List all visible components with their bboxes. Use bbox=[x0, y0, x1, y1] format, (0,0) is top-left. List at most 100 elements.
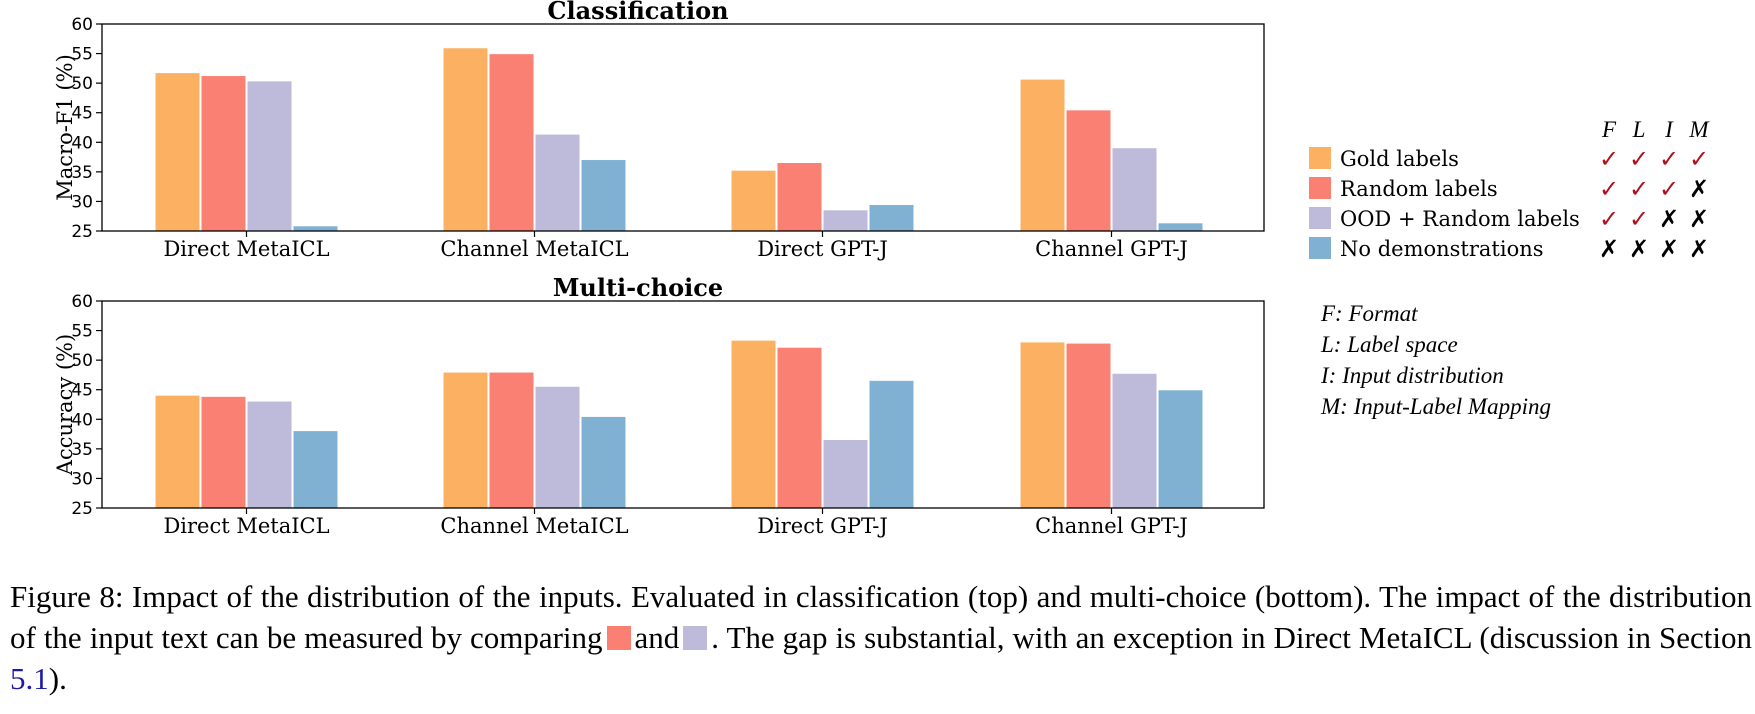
y-tick-label-2-8: 60 bbox=[71, 292, 93, 312]
legend-swatch-4 bbox=[1309, 237, 1331, 259]
check-icon: ✓ bbox=[1659, 145, 1679, 173]
check-icon: ✓ bbox=[1629, 175, 1649, 203]
check-icon: ✓ bbox=[1689, 145, 1709, 173]
y-tick-label-1-6: 50 bbox=[71, 74, 93, 94]
check-icon: ✓ bbox=[1659, 175, 1679, 203]
bar-1-2-1 bbox=[443, 48, 488, 232]
legend-swatch-1 bbox=[1309, 147, 1331, 169]
check-icon: ✓ bbox=[1629, 205, 1649, 233]
y-axis-label-2: Accuracy (%) bbox=[53, 334, 77, 476]
bar-2-4-3 bbox=[1112, 373, 1157, 508]
bar-1-4-1 bbox=[1020, 79, 1065, 231]
bar-2-4-2 bbox=[1066, 343, 1111, 508]
figure-caption: Figure 8: Impact of the distribution of … bbox=[10, 576, 1752, 699]
key-line-2: L: Label space bbox=[1320, 332, 1458, 357]
section-link[interactable]: 5.1 bbox=[10, 661, 49, 696]
bar-2-2-2 bbox=[489, 372, 534, 508]
bar-2-3-1 bbox=[731, 340, 776, 508]
cross-icon: ✗ bbox=[1689, 235, 1709, 263]
legend-header-i: I bbox=[1664, 117, 1674, 142]
caption-text-3: . The gap is substantial, with an except… bbox=[711, 620, 1752, 655]
legend-label-2: Random labels bbox=[1340, 177, 1498, 201]
y-tick-label-1-5: 45 bbox=[71, 104, 93, 124]
bar-2-2-3 bbox=[535, 386, 580, 508]
legend-swatch-3 bbox=[1309, 207, 1331, 229]
caption-swatch-ood bbox=[683, 626, 708, 650]
bar-2-3-2 bbox=[777, 347, 822, 508]
caption-text-4: ). bbox=[48, 661, 67, 696]
bar-1-3-4 bbox=[869, 204, 914, 231]
legend-label-3: OOD + Random labels bbox=[1340, 207, 1580, 231]
check-icon: ✓ bbox=[1599, 205, 1619, 233]
y-tick-label-1-4: 40 bbox=[71, 133, 93, 153]
legend-header-m: M bbox=[1688, 117, 1710, 142]
check-icon: ✓ bbox=[1599, 145, 1619, 173]
bar-1-2-3 bbox=[535, 134, 580, 231]
cross-icon: ✗ bbox=[1659, 205, 1679, 233]
cross-icon: ✗ bbox=[1629, 235, 1649, 263]
bar-1-1-3 bbox=[247, 81, 292, 232]
cross-icon: ✗ bbox=[1689, 205, 1709, 233]
legend-label-1: Gold labels bbox=[1340, 147, 1459, 171]
plot-frame-2 bbox=[101, 300, 1265, 509]
key-line-3: I: Input distribution bbox=[1320, 363, 1504, 388]
bar-2-4-1 bbox=[1020, 342, 1065, 508]
bar-2-1-4 bbox=[293, 431, 338, 508]
bar-1-2-4 bbox=[581, 160, 626, 231]
bar-2-2-4 bbox=[581, 416, 626, 508]
y-axis-label-1: Macro-F1 (%) bbox=[53, 54, 77, 201]
chart-panels: Direct MetaICL Channel MetaICL Direct GPT-… bbox=[53, 0, 1265, 538]
y-tick-label-1-3: 35 bbox=[71, 163, 93, 183]
legend-swatch-2 bbox=[1309, 177, 1331, 199]
bar-2-1-2 bbox=[201, 396, 246, 508]
y-tick-label-2-7: 55 bbox=[71, 322, 93, 342]
legend-header-f: F bbox=[1601, 117, 1617, 142]
y-tick-label-2-2: 30 bbox=[71, 469, 93, 489]
bar-1-4-2 bbox=[1066, 110, 1111, 231]
y-tick-label-2-3: 35 bbox=[71, 440, 93, 460]
bar-2-1-3 bbox=[247, 401, 292, 508]
bar-1-1-4 bbox=[293, 226, 338, 231]
x-tick-label-2-2: Channel MetaICL bbox=[440, 514, 628, 538]
chart-panel-1: Direct MetaICL Channel MetaICL Direct GPT-… bbox=[53, 0, 1265, 261]
bar-2-2-1 bbox=[443, 372, 488, 508]
bar-2-3-4 bbox=[869, 380, 914, 508]
check-icon: ✓ bbox=[1629, 145, 1649, 173]
legend-header-l: L bbox=[1632, 117, 1646, 142]
bar-1-1-2 bbox=[201, 76, 246, 231]
legend-key: F: Format L: Label space I: Input distribu… bbox=[1320, 301, 1551, 419]
x-tick-label-1-1: Direct MetaICL bbox=[163, 237, 329, 261]
bar-1-3-1 bbox=[731, 170, 776, 231]
cross-icon: ✗ bbox=[1599, 235, 1619, 263]
bar-2-1-1 bbox=[155, 395, 200, 508]
bar-1-3-2 bbox=[777, 162, 822, 231]
x-tick-label-2-1: Direct MetaICL bbox=[163, 514, 329, 538]
bar-1-4-4 bbox=[1158, 223, 1203, 231]
key-line-1: F: Format bbox=[1320, 301, 1418, 326]
chart-title-1: Classification bbox=[547, 0, 728, 25]
bar-1-1-1 bbox=[155, 73, 200, 232]
x-tick-label-1-2: Channel MetaICL bbox=[440, 237, 628, 261]
x-tick-label-1-3: Direct GPT-J bbox=[757, 237, 888, 261]
caption-text-2: and bbox=[634, 620, 680, 655]
cross-icon: ✗ bbox=[1659, 235, 1679, 263]
y-tick-label-2-6: 50 bbox=[71, 351, 93, 371]
chart-title-2: Multi-choice bbox=[553, 273, 723, 302]
bar-1-3-3 bbox=[823, 210, 868, 231]
check-icon: ✓ bbox=[1599, 175, 1619, 203]
chart-panel-2: Direct MetaICL Channel MetaICL Direct GPT-… bbox=[53, 273, 1265, 538]
y-tick-label-1-7: 55 bbox=[71, 45, 93, 65]
caption-swatch-random bbox=[606, 626, 631, 650]
y-tick-label-1-1: 25 bbox=[71, 222, 93, 242]
y-tick-label-2-1: 25 bbox=[71, 499, 93, 519]
bar-1-4-3 bbox=[1112, 148, 1157, 231]
x-tick-label-2-3: Direct GPT-J bbox=[757, 514, 888, 538]
y-tick-label-1-8: 60 bbox=[71, 15, 93, 35]
bar-2-4-4 bbox=[1158, 390, 1203, 508]
bar-2-3-3 bbox=[823, 439, 868, 508]
cross-icon: ✗ bbox=[1689, 175, 1709, 203]
plot-frame-1 bbox=[101, 23, 1265, 232]
legend-label-4: No demonstrations bbox=[1340, 237, 1544, 261]
x-tick-label-2-4: Channel GPT-J bbox=[1035, 514, 1188, 538]
